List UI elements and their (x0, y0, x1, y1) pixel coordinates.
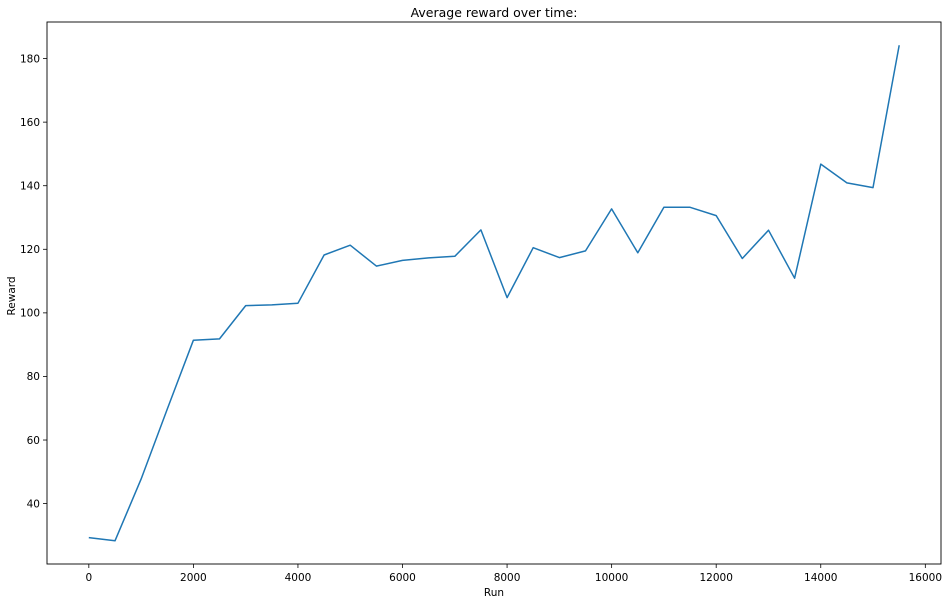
x-tick-label: 2000 (180, 572, 207, 584)
x-axis-ticks: 0 2000 4000 6000 8000 10000 12000 14000 16000 (85, 564, 942, 584)
x-axis-label: Run (484, 587, 504, 599)
x-tick-label: 4000 (285, 572, 312, 584)
y-tick-label: 40 (27, 498, 40, 510)
y-tick-label: 160 (20, 117, 40, 129)
y-tick-label: 180 (20, 53, 40, 65)
x-tick-label: 12000 (699, 572, 732, 584)
x-tick-label: 14000 (804, 572, 837, 584)
x-tick-label: 16000 (909, 572, 942, 584)
y-axis-ticks: 40 60 80 100 120 140 160 180 (20, 53, 47, 510)
plot-area (46, 21, 942, 565)
x-tick-label: 10000 (595, 572, 628, 584)
y-tick-label: 80 (27, 371, 40, 383)
chart-title: Average reward over time: (411, 5, 578, 20)
y-tick-label: 120 (20, 244, 40, 256)
series-line (88, 45, 900, 542)
x-tick-label: 6000 (389, 572, 416, 584)
x-tick-label: 0 (85, 572, 92, 584)
y-tick-label: 140 (20, 181, 40, 193)
y-axis-label: Reward (6, 276, 18, 315)
y-tick-label: 100 (20, 308, 40, 320)
x-tick-label: 8000 (494, 572, 521, 584)
y-tick-label: 60 (27, 435, 40, 447)
